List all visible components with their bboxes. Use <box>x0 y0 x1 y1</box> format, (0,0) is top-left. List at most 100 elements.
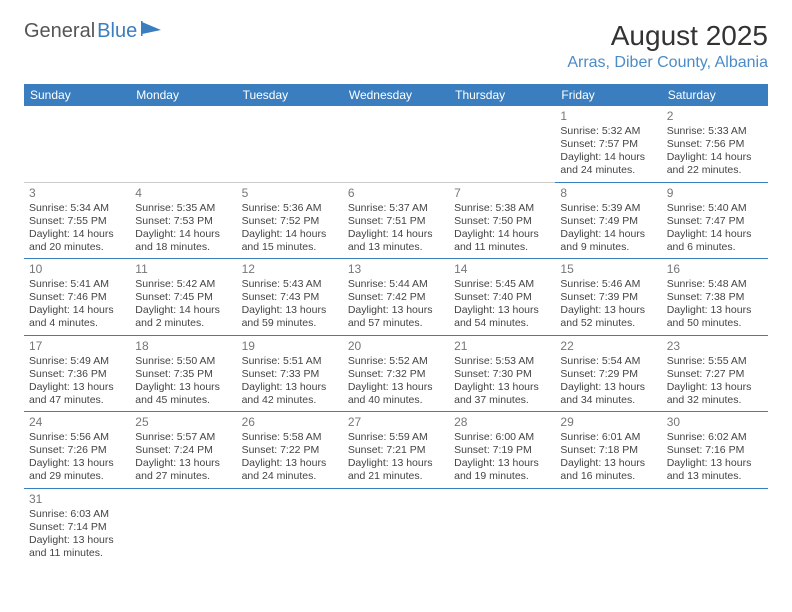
sunset-text: Sunset: 7:19 PM <box>454 444 550 457</box>
sunrise-text: Sunrise: 5:59 AM <box>348 431 444 444</box>
logo-text-1: General <box>24 20 95 43</box>
day-number: 24 <box>29 415 125 430</box>
daylight-text: and 54 minutes. <box>454 317 550 330</box>
day-number: 18 <box>135 339 231 354</box>
sunrise-text: Sunrise: 5:57 AM <box>135 431 231 444</box>
daylight-text: Daylight: 14 hours <box>560 228 656 241</box>
daylight-text: Daylight: 13 hours <box>454 304 550 317</box>
daylight-text: and 9 minutes. <box>560 241 656 254</box>
calendar-cell <box>449 106 555 182</box>
sunset-text: Sunset: 7:46 PM <box>29 291 125 304</box>
sunrise-text: Sunrise: 5:39 AM <box>560 202 656 215</box>
day-header: Wednesday <box>343 84 449 106</box>
daylight-text: and 45 minutes. <box>135 394 231 407</box>
daylight-text: Daylight: 13 hours <box>242 304 338 317</box>
sunrise-text: Sunrise: 5:43 AM <box>242 278 338 291</box>
calendar-row: 1Sunrise: 5:32 AMSunset: 7:57 PMDaylight… <box>24 106 768 182</box>
day-header: Monday <box>130 84 236 106</box>
sunrise-text: Sunrise: 5:56 AM <box>29 431 125 444</box>
calendar-cell: 21Sunrise: 5:53 AMSunset: 7:30 PMDayligh… <box>449 335 555 412</box>
sunset-text: Sunset: 7:40 PM <box>454 291 550 304</box>
daylight-text: and 18 minutes. <box>135 241 231 254</box>
daylight-text: and 32 minutes. <box>667 394 763 407</box>
daylight-text: Daylight: 13 hours <box>242 381 338 394</box>
sunset-text: Sunset: 7:21 PM <box>348 444 444 457</box>
calendar-row: 31Sunrise: 6:03 AMSunset: 7:14 PMDayligh… <box>24 488 768 564</box>
sunset-text: Sunset: 7:38 PM <box>667 291 763 304</box>
sunrise-text: Sunrise: 5:38 AM <box>454 202 550 215</box>
sunrise-text: Sunrise: 5:37 AM <box>348 202 444 215</box>
day-number: 12 <box>242 262 338 277</box>
sunrise-text: Sunrise: 5:41 AM <box>29 278 125 291</box>
daylight-text: Daylight: 13 hours <box>560 381 656 394</box>
day-number: 23 <box>667 339 763 354</box>
daylight-text: Daylight: 13 hours <box>560 304 656 317</box>
calendar-cell <box>343 106 449 182</box>
daylight-text: Daylight: 14 hours <box>348 228 444 241</box>
day-number: 27 <box>348 415 444 430</box>
calendar-cell <box>343 488 449 564</box>
day-number: 13 <box>348 262 444 277</box>
daylight-text: Daylight: 13 hours <box>135 457 231 470</box>
sunset-text: Sunset: 7:27 PM <box>667 368 763 381</box>
sunrise-text: Sunrise: 5:52 AM <box>348 355 444 368</box>
location: Arras, Diber County, Albania <box>567 54 768 72</box>
day-number: 6 <box>348 186 444 201</box>
day-number: 8 <box>560 186 656 201</box>
header: GeneralBlue August 2025 Arras, Diber Cou… <box>24 20 768 72</box>
daylight-text: Daylight: 13 hours <box>667 304 763 317</box>
sunrise-text: Sunrise: 5:53 AM <box>454 355 550 368</box>
daylight-text: and 29 minutes. <box>29 470 125 483</box>
sunset-text: Sunset: 7:14 PM <box>29 521 125 534</box>
daylight-text: Daylight: 13 hours <box>29 381 125 394</box>
daylight-text: Daylight: 14 hours <box>454 228 550 241</box>
daylight-text: and 42 minutes. <box>242 394 338 407</box>
daylight-text: Daylight: 14 hours <box>560 151 656 164</box>
daylight-text: and 52 minutes. <box>560 317 656 330</box>
calendar-cell: 16Sunrise: 5:48 AMSunset: 7:38 PMDayligh… <box>662 259 768 336</box>
day-number: 7 <box>454 186 550 201</box>
sunrise-text: Sunrise: 5:48 AM <box>667 278 763 291</box>
sunrise-text: Sunrise: 5:36 AM <box>242 202 338 215</box>
day-number: 4 <box>135 186 231 201</box>
sunset-text: Sunset: 7:18 PM <box>560 444 656 457</box>
day-header: Tuesday <box>237 84 343 106</box>
sunrise-text: Sunrise: 5:54 AM <box>560 355 656 368</box>
calendar-cell: 27Sunrise: 5:59 AMSunset: 7:21 PMDayligh… <box>343 412 449 489</box>
sunrise-text: Sunrise: 5:34 AM <box>29 202 125 215</box>
calendar-cell: 12Sunrise: 5:43 AMSunset: 7:43 PMDayligh… <box>237 259 343 336</box>
calendar-cell: 6Sunrise: 5:37 AMSunset: 7:51 PMDaylight… <box>343 182 449 259</box>
sunrise-text: Sunrise: 5:42 AM <box>135 278 231 291</box>
daylight-text: and 21 minutes. <box>348 470 444 483</box>
daylight-text: Daylight: 14 hours <box>29 304 125 317</box>
daylight-text: Daylight: 13 hours <box>348 381 444 394</box>
sunrise-text: Sunrise: 5:46 AM <box>560 278 656 291</box>
day-number: 1 <box>560 109 656 124</box>
calendar-cell <box>237 106 343 182</box>
daylight-text: Daylight: 14 hours <box>667 151 763 164</box>
title-block: August 2025 Arras, Diber County, Albania <box>567 20 768 72</box>
daylight-text: and 11 minutes. <box>29 547 125 560</box>
daylight-text: and 57 minutes. <box>348 317 444 330</box>
logo-flag-icon <box>141 20 163 38</box>
calendar-cell <box>449 488 555 564</box>
calendar-cell: 14Sunrise: 5:45 AMSunset: 7:40 PMDayligh… <box>449 259 555 336</box>
calendar-cell <box>555 488 661 564</box>
day-number: 31 <box>29 492 125 507</box>
sunrise-text: Sunrise: 5:33 AM <box>667 125 763 138</box>
daylight-text: Daylight: 13 hours <box>348 457 444 470</box>
sunset-text: Sunset: 7:56 PM <box>667 138 763 151</box>
sunrise-text: Sunrise: 5:51 AM <box>242 355 338 368</box>
sunset-text: Sunset: 7:53 PM <box>135 215 231 228</box>
logo-text-2: Blue <box>97 20 137 43</box>
calendar-row: 24Sunrise: 5:56 AMSunset: 7:26 PMDayligh… <box>24 412 768 489</box>
calendar-table: Sunday Monday Tuesday Wednesday Thursday… <box>24 84 768 564</box>
calendar-cell: 2Sunrise: 5:33 AMSunset: 7:56 PMDaylight… <box>662 106 768 182</box>
day-number: 10 <box>29 262 125 277</box>
daylight-text: and 24 minutes. <box>560 164 656 177</box>
sunrise-text: Sunrise: 5:49 AM <box>29 355 125 368</box>
daylight-text: and 6 minutes. <box>667 241 763 254</box>
sunset-text: Sunset: 7:35 PM <box>135 368 231 381</box>
daylight-text: and 34 minutes. <box>560 394 656 407</box>
sunrise-text: Sunrise: 6:00 AM <box>454 431 550 444</box>
